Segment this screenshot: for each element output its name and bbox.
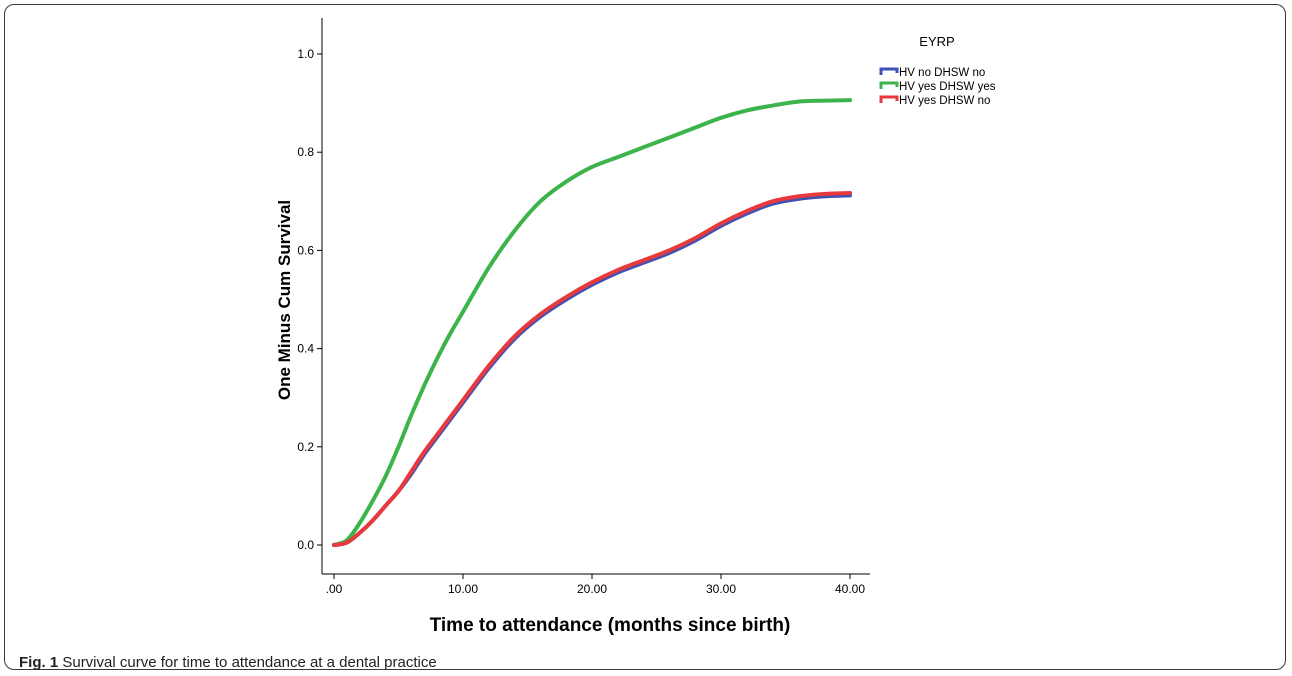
legend-label-2: HV yes DHSW yes [899, 81, 996, 93]
legend-label-3: HV yes DHSW no [899, 95, 990, 107]
series-line-3 [332, 190, 852, 547]
legend-label-1: HV no DHSW no [899, 67, 985, 79]
figure-frame [4, 4, 1286, 670]
chart-series [332, 98, 852, 547]
chart-legend: EYRP HV no DHSW no HV yes DHSW yes HV yes D… [879, 34, 996, 107]
legend-title: EYRP [919, 34, 954, 49]
y-tick-label: 0.2 [297, 440, 314, 454]
caption-label: Fig. 1 [19, 654, 59, 671]
y-tick-label: 0.8 [297, 145, 314, 159]
x-axis-title: Time to attendance (months since birth) [430, 615, 791, 636]
y-tick-label: 1.0 [297, 47, 314, 61]
chart-axes [321, 18, 870, 575]
series-line-2 [332, 98, 852, 547]
y-tick-label: 0.6 [297, 243, 314, 257]
y-tick-label: 0.4 [297, 342, 314, 356]
y-axis-title: One Minus Cum Survival [275, 200, 294, 400]
legend-swatch-3 [879, 95, 899, 103]
x-tick-label: 20.00 [577, 582, 607, 596]
x-tick-label: .00 [326, 582, 343, 596]
series-line-1 [332, 193, 852, 547]
legend-swatch-2 [879, 81, 899, 89]
x-tick-label: 30.00 [706, 582, 736, 596]
caption-text: Survival curve for time to attendance at… [62, 654, 437, 671]
x-tick-label: 10.00 [448, 582, 478, 596]
y-tick-label: 0.0 [297, 538, 314, 552]
chart-ticks: 0.0 0.2 0.4 0.6 0.8 1.0 .00 10.00 20.00 30.00 40.0… [297, 47, 865, 596]
x-tick-label: 40.00 [835, 582, 865, 596]
legend-swatch-1 [879, 67, 899, 75]
figure-caption: Fig. 1 Survival curve for time to attend… [19, 654, 437, 671]
